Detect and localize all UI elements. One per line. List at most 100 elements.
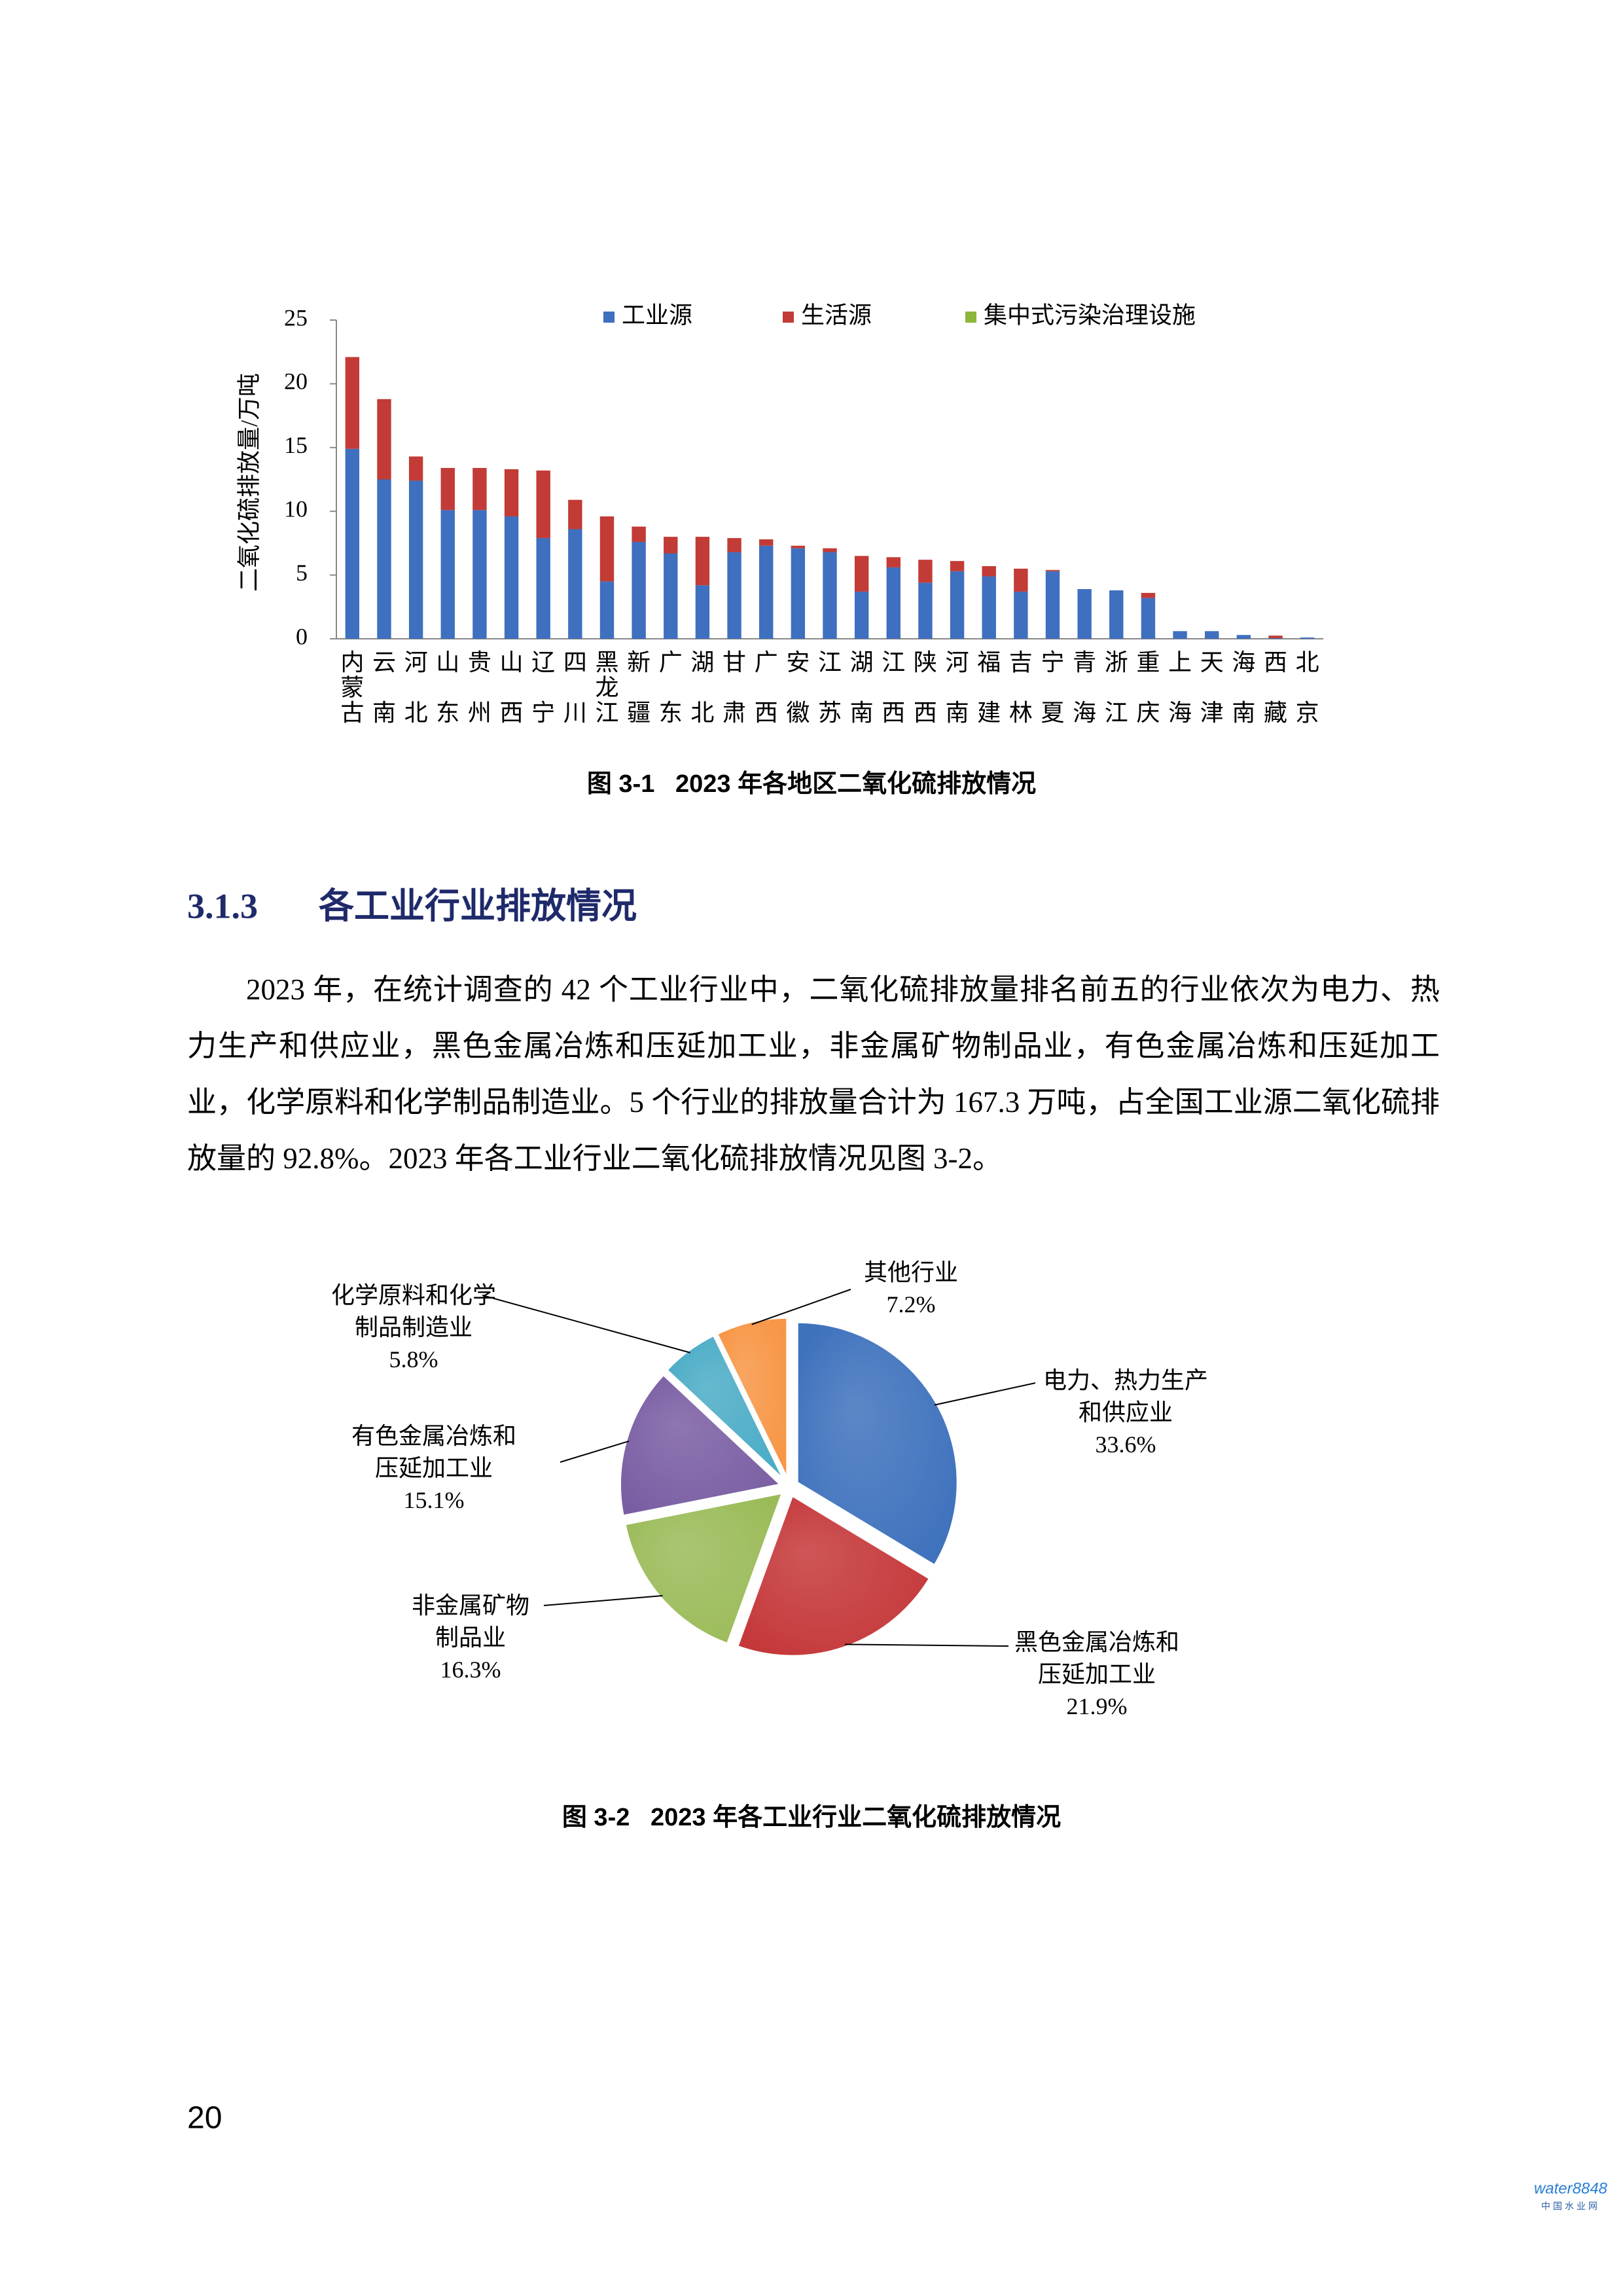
- y-axis-label: 二氧化硫排放量/万吨: [236, 373, 262, 592]
- legend-swatch: [603, 312, 615, 323]
- bar-segment: [1141, 598, 1156, 639]
- pie-category: 黑色金属冶炼和压延加工业: [1014, 1629, 1179, 1687]
- leader-line: [751, 1289, 851, 1325]
- pie-label: 化学原料和化学制品制造业 5.8%: [330, 1280, 497, 1376]
- x-tick-label: 河北: [404, 649, 428, 726]
- bar-segment: [568, 499, 582, 529]
- bar-segment: [823, 552, 837, 639]
- bar-segment: [408, 456, 423, 481]
- pie-label: 黑色金属冶炼和压延加工业 21.9%: [1013, 1626, 1181, 1723]
- x-tick-label: 湖南: [850, 649, 874, 726]
- pie-label: 电力、热力生产和供应业 33.6%: [1042, 1365, 1209, 1461]
- bar-segment: [1205, 631, 1219, 639]
- x-tick-label: 浙江: [1105, 649, 1128, 726]
- y-tick-label: 10: [284, 495, 308, 522]
- x-tick-label: 西藏: [1264, 649, 1287, 726]
- pie-label: 有色金属冶炼和压延加工业 15.1%: [350, 1420, 518, 1516]
- watermark-name: 中国水业网: [1541, 2201, 1600, 2212]
- x-tick-label: 河南: [946, 649, 969, 726]
- bar-segment: [727, 538, 741, 552]
- bar-segment: [1300, 637, 1315, 639]
- pie-slice: [736, 1494, 931, 1657]
- bar-segment: [1236, 635, 1251, 639]
- bar-segment: [823, 548, 837, 552]
- page-number: 20: [187, 2101, 222, 2136]
- x-tick-label: 北京: [1296, 649, 1319, 726]
- bar-segment: [982, 565, 996, 577]
- bar-segment: [1109, 590, 1124, 639]
- bar-segment: [1268, 636, 1283, 639]
- bar-segment: [1077, 589, 1092, 639]
- bar-segment: [536, 538, 550, 639]
- legend-swatch: [783, 312, 794, 323]
- pie-slice: [619, 1373, 783, 1517]
- bar-segment: [504, 516, 519, 639]
- x-tick-label: 山东: [436, 649, 459, 726]
- bar-segment: [440, 467, 455, 511]
- chart-caption: 图 3-2 2023 年各工业行业二氧化硫排放情况: [562, 1803, 1061, 1831]
- leader-line: [934, 1382, 1036, 1406]
- pie-category: 其他行业: [863, 1259, 958, 1285]
- bar-segment: [854, 591, 869, 639]
- x-tick-label: 黑龙江: [595, 649, 618, 726]
- bar-segment: [982, 576, 996, 639]
- bar-segment: [950, 561, 965, 571]
- bar-segment: [1014, 591, 1028, 639]
- bar-segment: [759, 545, 774, 639]
- x-tick-label: 辽宁: [531, 649, 555, 726]
- pie-category: 有色金属冶炼和压延加工业: [351, 1423, 516, 1481]
- bar-segment: [664, 537, 678, 554]
- x-tick-label: 宁夏: [1041, 649, 1065, 726]
- x-tick-label: 广西: [755, 649, 778, 726]
- x-tick-label: 海南: [1232, 649, 1255, 726]
- x-tick-label: 吉林: [1009, 649, 1033, 726]
- y-tick-label: 5: [296, 560, 308, 586]
- x-tick-label: 上海: [1168, 649, 1192, 726]
- bar-segment: [1268, 638, 1283, 639]
- x-tick-label: 内蒙古: [340, 649, 364, 726]
- bar-segment: [599, 516, 615, 582]
- bar-segment: [1045, 569, 1060, 571]
- legend-label: 工业源: [622, 302, 692, 328]
- pie-value-label: 15.1%: [403, 1487, 465, 1513]
- bar-segment: [473, 467, 487, 511]
- leader-line: [560, 1440, 630, 1463]
- section-title: 各工业行业排放情况: [319, 886, 637, 925]
- bar-segment: [1045, 571, 1060, 639]
- chart-caption: 图 3-1 2023 年各地区二氧化硫排放情况: [587, 770, 1036, 798]
- bar-segment: [1141, 592, 1156, 598]
- bar-segment: [632, 541, 646, 639]
- x-tick-label: 天津: [1200, 649, 1224, 726]
- bar-segment: [504, 469, 519, 516]
- bar-segment: [345, 357, 360, 449]
- bar-segment: [599, 581, 615, 639]
- x-tick-label: 贵州: [468, 649, 491, 726]
- bar-segment: [918, 560, 933, 583]
- leader-line: [844, 1643, 1009, 1647]
- bar-segment: [440, 510, 455, 639]
- bar-segment: [759, 539, 774, 546]
- bar-segment: [408, 480, 423, 639]
- x-tick-label: 甘肃: [722, 649, 746, 726]
- pie-value-label: 16.3%: [440, 1657, 501, 1683]
- bar-segment: [695, 537, 710, 586]
- leader-line: [482, 1295, 690, 1354]
- bar-segment: [377, 479, 391, 639]
- bar-segment: [568, 529, 582, 639]
- bar-segment: [345, 448, 360, 639]
- pie-category: 化学原料和化学制品制造业: [330, 1282, 496, 1340]
- bar-segment: [632, 526, 646, 542]
- pie-value-label: 21.9%: [1066, 1693, 1128, 1719]
- x-tick-label: 新疆: [627, 649, 651, 726]
- pie-value-label: 33.6%: [1095, 1431, 1156, 1458]
- x-tick-label: 青海: [1073, 649, 1096, 726]
- bar-segment: [791, 545, 806, 548]
- legend-label: 生活源: [801, 302, 872, 328]
- bar-segment: [695, 585, 710, 639]
- x-tick-label: 四川: [563, 649, 587, 726]
- pie-value-label: 5.8%: [389, 1346, 438, 1372]
- x-tick-label: 广东: [659, 649, 683, 726]
- x-tick-label: 安徽: [786, 649, 810, 726]
